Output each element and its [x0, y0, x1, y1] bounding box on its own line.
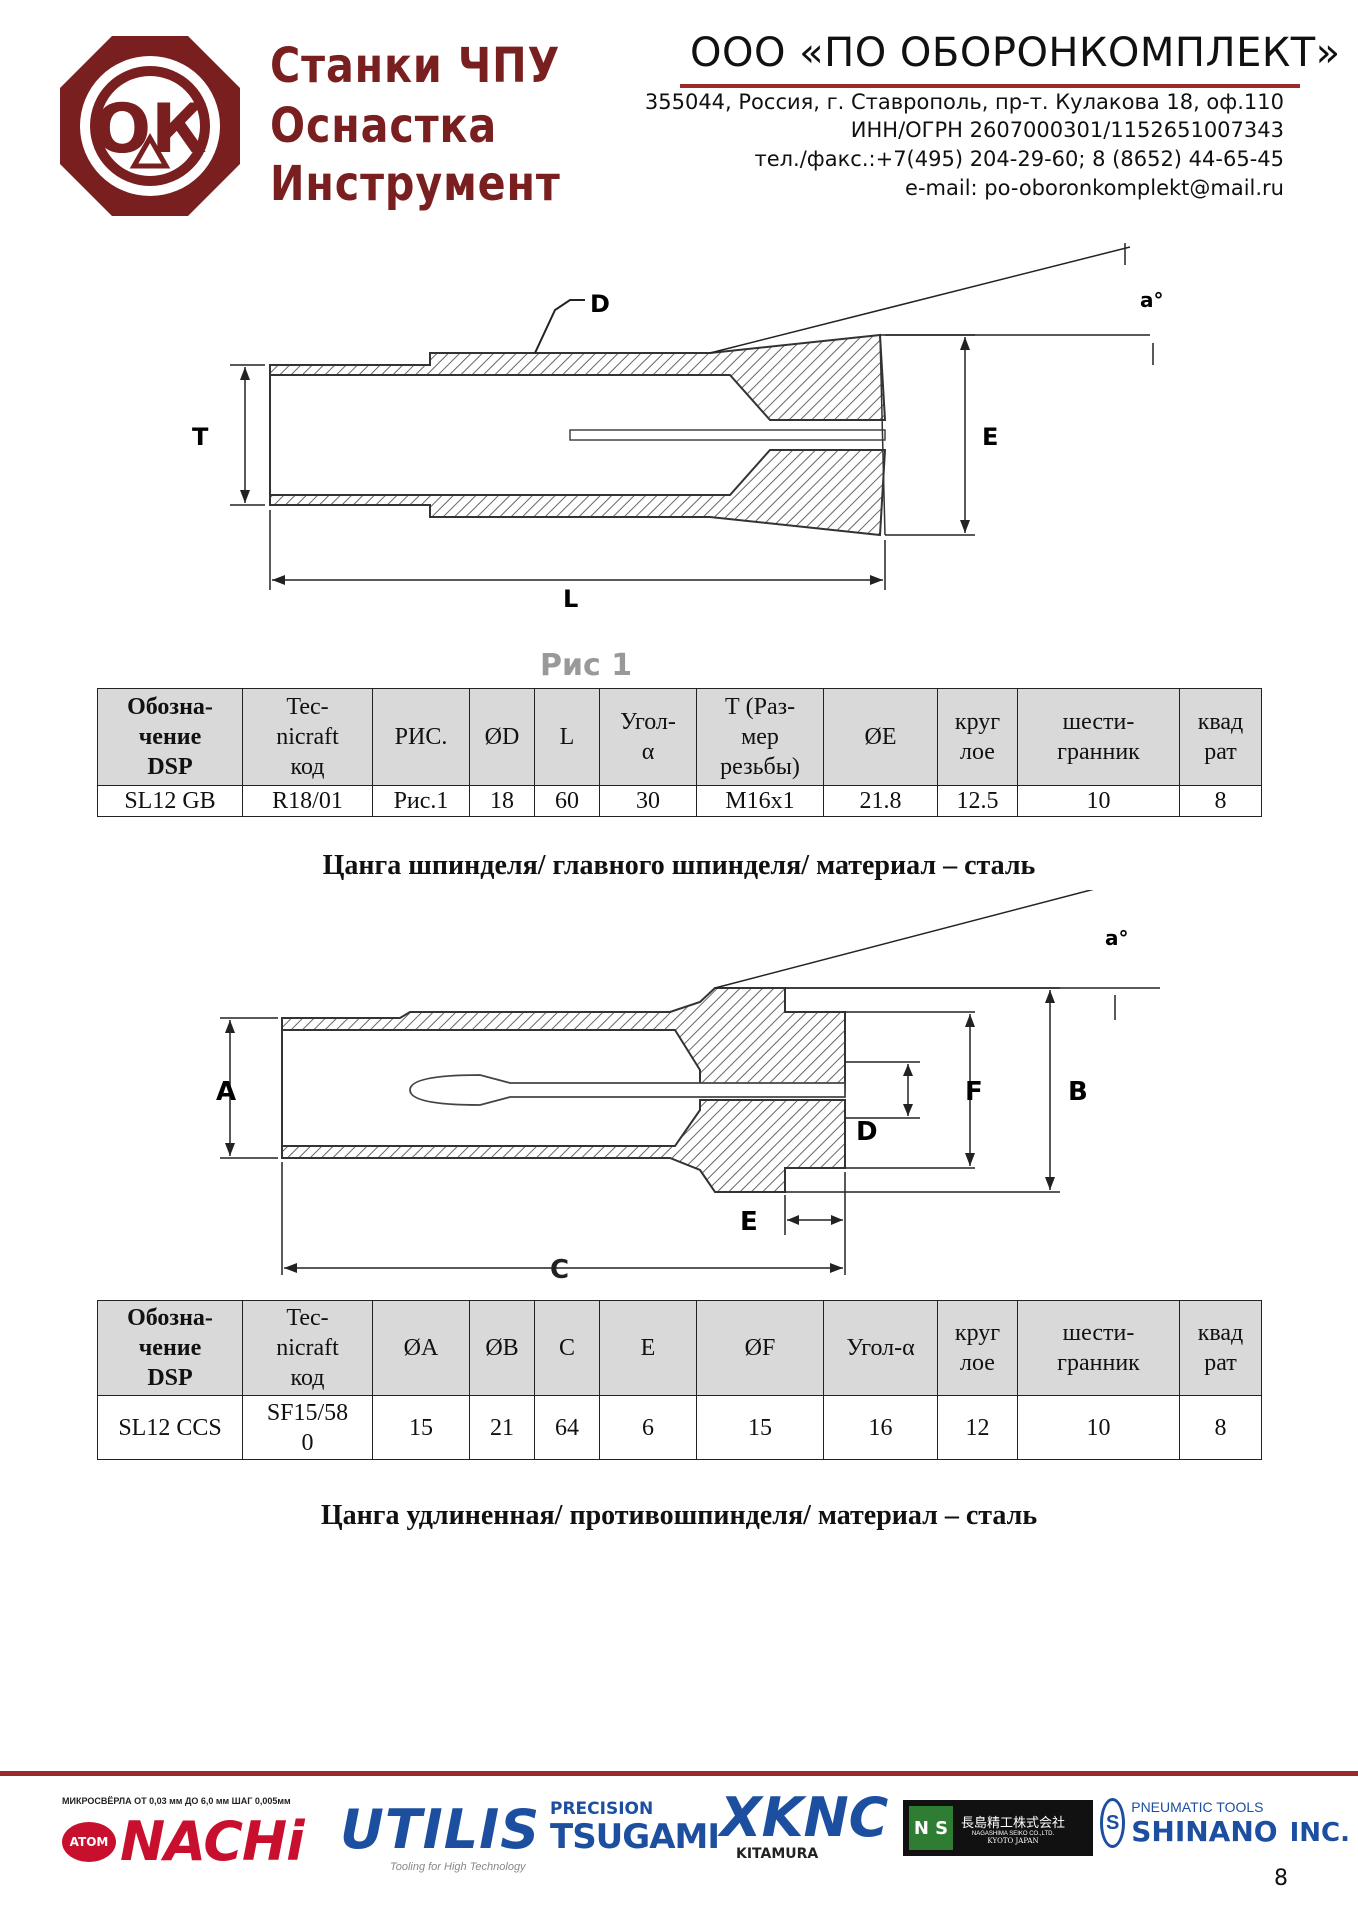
t1-cell-hex: 10: [1017, 785, 1180, 817]
t1-header-tecnicraft: Tec-nicraft код: [242, 688, 373, 786]
t2-cell-angle: 16: [823, 1395, 938, 1460]
t1-cell-e: 21.8: [823, 785, 938, 817]
t1-header-e: ØE: [823, 688, 938, 786]
t1-cell-designation: SL12 GB: [97, 785, 243, 817]
brand-line-cnc: Станки ЧПУ: [270, 38, 561, 94]
t2-header-a: ØA: [372, 1300, 470, 1396]
fig1-label-t: T: [192, 423, 209, 451]
t2-header-f: ØF: [696, 1300, 824, 1396]
t1-header-l: L: [534, 688, 600, 786]
t1-cell-thread: M16x1: [696, 785, 824, 817]
fig1-label-l: L: [563, 585, 578, 613]
figure-1-collet-drawing: D T E L a° Рис 1: [192, 243, 1164, 683]
fig2-label-a: A: [216, 1077, 236, 1107]
spec-table-1: Обозна-чение DSP Tec-nicraft код РИС. ØD L…: [97, 688, 1262, 817]
t2-cell-b: 21: [469, 1395, 535, 1460]
logo-tsugami: PRECISION TSUGAMI: [550, 1799, 720, 1857]
t1-cell-angle: 30: [599, 785, 697, 817]
company-phone: тел./факс.:+7(495) 204-29-60; 8 (8652) 4…: [754, 147, 1284, 171]
fig2-label-f: F: [965, 1077, 983, 1107]
fig2-label-b: B: [1068, 1077, 1088, 1107]
brand-line-tooling: Оснастка: [270, 98, 498, 154]
logo-utilis: UTILIS Tooling for High Technology: [340, 1798, 541, 1873]
t2-cell-hex: 10: [1017, 1395, 1180, 1460]
fig1-caption: Рис 1: [540, 648, 632, 683]
fig2-label-c: C: [550, 1255, 569, 1285]
t1-header-round: круг лое: [937, 688, 1018, 786]
t2-header-e: E: [599, 1300, 697, 1396]
t1-cell-tecnicraft: R18/01: [242, 785, 373, 817]
t1-header-hex: шести-гранник: [1017, 688, 1180, 786]
t1-header-d: ØD: [469, 688, 535, 786]
t2-cell-designation: SL12 CCS: [97, 1395, 243, 1460]
t1-header-thread: Т (Раз-мер резьбы): [696, 688, 824, 786]
t1-cell-l: 60: [534, 785, 600, 817]
t2-cell-f: 15: [696, 1395, 824, 1460]
page-number: 8: [1274, 1866, 1288, 1891]
logo-shinano: S PNEUMATIC TOOLS SHINANO INC.: [1100, 1798, 1350, 1848]
footer-divider: [0, 1771, 1358, 1776]
t2-header-designation: Обозна-чение DSP: [97, 1300, 243, 1396]
caption-extended-collet: Цанга удлиненная/ противошпинделя/ матер…: [320, 1500, 1038, 1531]
company-logo-emblem: ОК: [60, 36, 240, 216]
t2-header-b: ØB: [469, 1300, 535, 1396]
brand-line-instrument: Инструмент: [270, 156, 561, 212]
t1-cell-round: 12.5: [937, 785, 1018, 817]
t1-cell-square: 8: [1179, 785, 1262, 817]
t2-cell-square: 8: [1179, 1395, 1262, 1460]
t2-header-hex: шести-гранник: [1017, 1300, 1180, 1396]
fig2-label-e: E: [740, 1207, 758, 1237]
fig1-label-e: E: [982, 423, 998, 451]
t1-cell-fig: Рис.1: [372, 785, 470, 817]
caption-spindle-collet: Цанга шпинделя/ главного шпинделя/ матер…: [322, 850, 1036, 881]
table-row: SL12 CCS SF15/58 0 15 21 64 6 15 16 12 10…: [97, 1395, 1262, 1460]
t2-header-round: круг лое: [937, 1300, 1018, 1396]
t2-header-c: C: [534, 1300, 600, 1396]
t2-header-tecnicraft: Tec-nicraft код: [242, 1300, 373, 1396]
t2-cell-tecnicraft: SF15/58 0: [242, 1395, 373, 1460]
t1-header-fig: РИС.: [372, 688, 470, 786]
fig2-label-d: D: [856, 1117, 878, 1147]
t2-cell-e: 6: [599, 1395, 697, 1460]
company-address: 355044, Россия, г. Ставрополь, пр-т. Кул…: [644, 90, 1284, 114]
t2-header-square: квад рат: [1179, 1300, 1262, 1396]
table-row: SL12 GB R18/01 Рис.1 18 60 30 M16x1 21.8…: [97, 785, 1262, 817]
t1-header-square: квад рат: [1179, 688, 1262, 786]
fig1-label-angle: a°: [1140, 288, 1164, 312]
logo-nagashima: N S 長島精工株式会社 NAGASHIMA SEIKO CO.,LTD. KY…: [903, 1800, 1093, 1856]
t2-header-angle: Угол-α: [823, 1300, 938, 1396]
company-name: ООО «ПО ОБОРОНКОМПЛЕКТ»: [690, 30, 1341, 76]
spec-table-2: Обозна-чение DSP Tec-nicraft код ØA ØB C E…: [97, 1300, 1262, 1460]
company-email[interactable]: e-mail: po-oboronkomplekt@mail.ru: [905, 176, 1284, 200]
fig2-label-angle: a°: [1105, 926, 1129, 950]
company-inn: ИНН/ОГРН 2607000301/1152651007343: [850, 118, 1284, 142]
t1-header-designation: Обозна-чение DSP: [97, 688, 243, 786]
logo-xknc: XKNC KITAMURA: [720, 1786, 889, 1863]
t2-cell-c: 64: [534, 1395, 600, 1460]
t2-cell-round: 12: [937, 1395, 1018, 1460]
shinano-mark-icon: S: [1100, 1798, 1126, 1848]
company-divider: [680, 84, 1300, 88]
logo-mark-text: ОК: [93, 90, 206, 169]
fig1-label-d: D: [590, 290, 610, 318]
t2-cell-a: 15: [372, 1395, 470, 1460]
figure-2-collet-drawing: A F D B E C a°: [216, 890, 1160, 1285]
t1-cell-d: 18: [469, 785, 535, 817]
t1-header-angle: Угол-α: [599, 688, 697, 786]
logo-nachi: МИКРОСВЁРЛА ОТ 0,03 мм ДО 6,0 мм ШАГ 0,0…: [62, 1796, 305, 1873]
